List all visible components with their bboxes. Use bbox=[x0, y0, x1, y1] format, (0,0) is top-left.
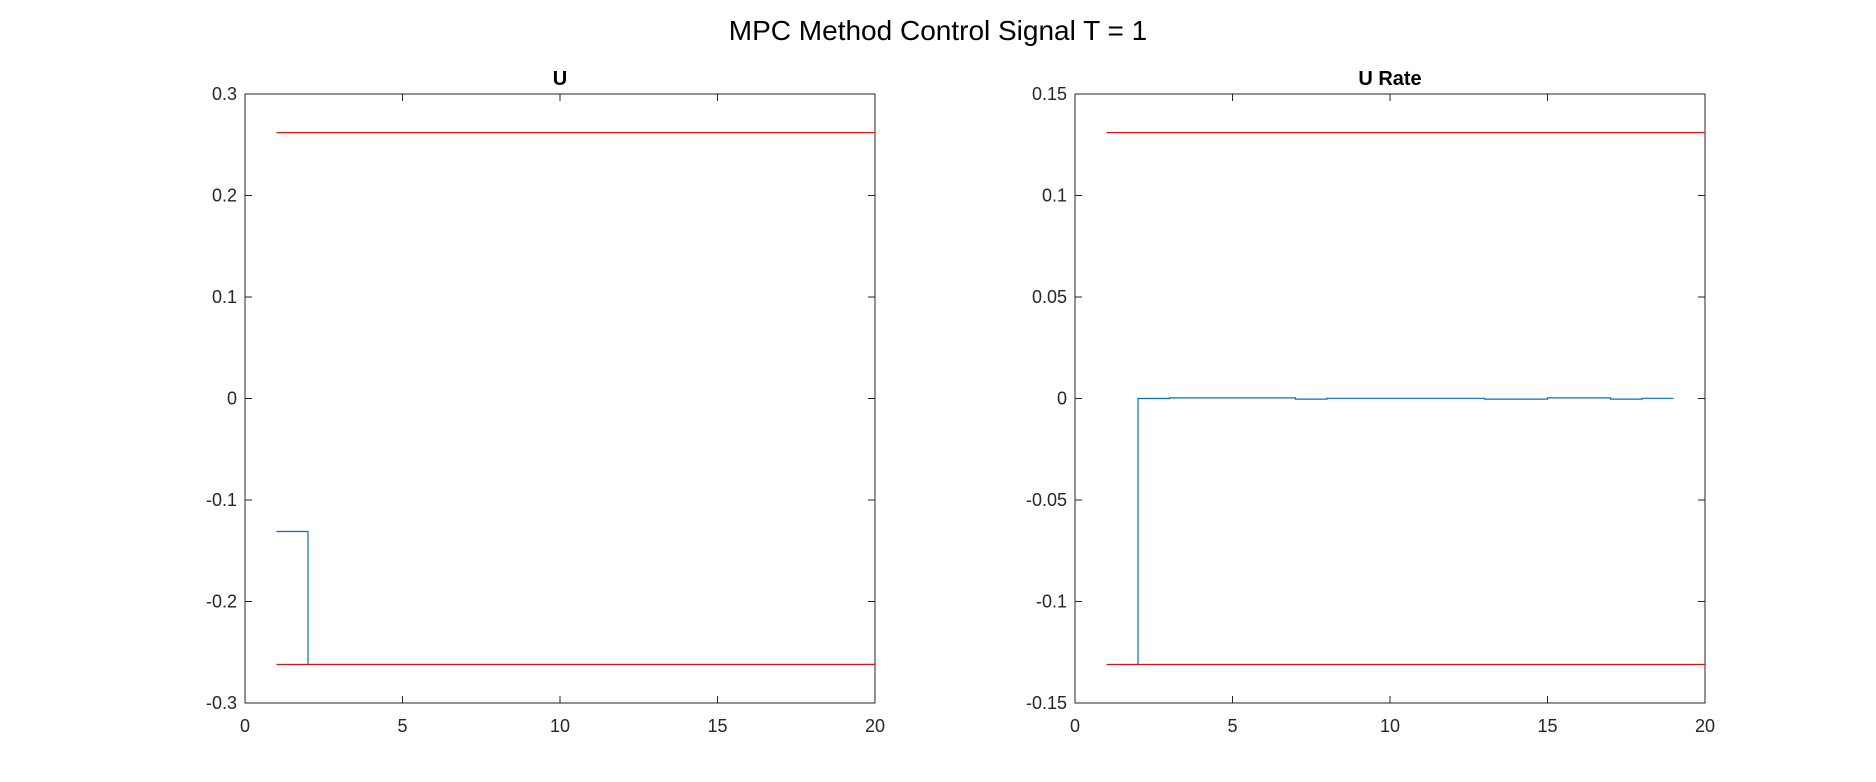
y-tick-label: 0.2 bbox=[212, 186, 237, 206]
y-tick-label: -0.15 bbox=[1026, 693, 1067, 713]
y-tick-label: -0.2 bbox=[206, 592, 237, 612]
x-tick-label: 5 bbox=[1227, 716, 1237, 736]
x-tick-label: 0 bbox=[1070, 716, 1080, 736]
y-tick-label: 0 bbox=[227, 389, 237, 409]
y-tick-label: 0.05 bbox=[1032, 287, 1067, 307]
y-tick-label: 0 bbox=[1057, 389, 1067, 409]
x-tick-label: 10 bbox=[550, 716, 570, 736]
y-tick-label: 0.3 bbox=[212, 84, 237, 104]
figure-title: MPC Method Control Signal T = 1 bbox=[729, 15, 1147, 46]
x-tick-label: 10 bbox=[1380, 716, 1400, 736]
x-tick-label: 20 bbox=[865, 716, 885, 736]
axes-u-rate: U Rate 0 5 10 15 20 -0.15 -0.1 -0.05 0 0.05 0.1 0.15 bbox=[1026, 68, 1715, 736]
y-tick-label: -0.05 bbox=[1026, 490, 1067, 510]
y-tick-label: 0.1 bbox=[1042, 186, 1067, 206]
x-tick-label: 5 bbox=[397, 716, 407, 736]
y-tick-label: -0.3 bbox=[206, 693, 237, 713]
axes-box bbox=[244, 93, 876, 704]
y-tick-label: -0.1 bbox=[206, 490, 237, 510]
x-tick-label: 15 bbox=[1537, 716, 1557, 736]
x-tick-label: 20 bbox=[1695, 716, 1715, 736]
x-tick-label: 15 bbox=[707, 716, 727, 736]
axes-title: U bbox=[553, 68, 567, 90]
axes-u: U 0 5 10 15 20 -0.3 -0.2 -0.1 0 0.1 0.2 0.3 bbox=[206, 68, 885, 736]
y-tick-label: 0.15 bbox=[1032, 84, 1067, 104]
signal-line-0 bbox=[1137, 397, 1674, 665]
y-tick-label: -0.1 bbox=[1036, 592, 1067, 612]
y-tick-label: 0.1 bbox=[212, 287, 237, 307]
axes-title: U Rate bbox=[1358, 68, 1421, 90]
x-tick-label: 0 bbox=[240, 716, 250, 736]
